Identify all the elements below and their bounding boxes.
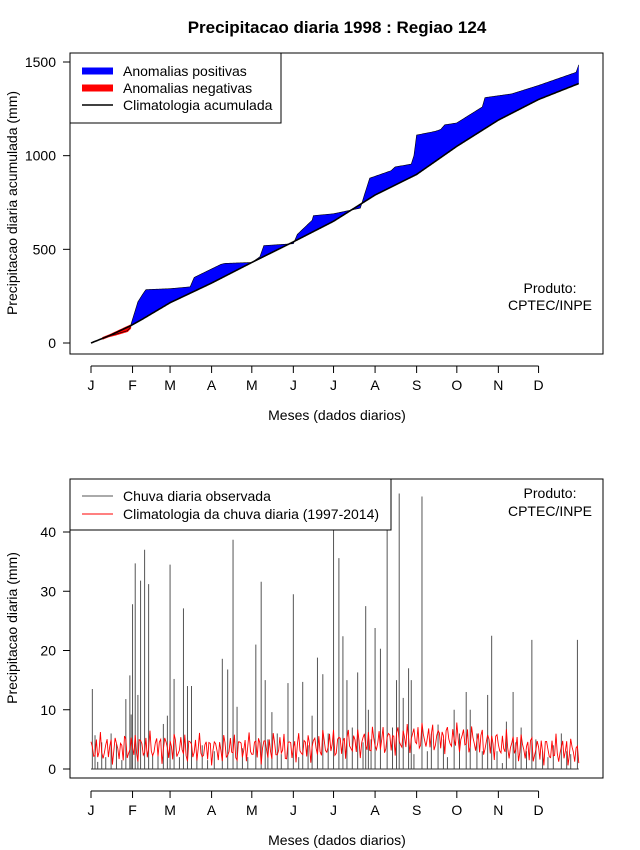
daily-y-tick-label: 10	[40, 702, 56, 718]
daily-legend-box	[69, 478, 392, 531]
daily-annotation-line1: Produto:	[524, 485, 577, 501]
daily-x-tick-label: J	[290, 802, 297, 818]
daily-legend: Chuva diaria observada Climatologia da c…	[69, 478, 392, 531]
legend-label-negative: Anomalias negativas	[123, 80, 252, 96]
cumulative-x-tick-label: J	[290, 377, 297, 393]
daily-x-tick-label: M	[246, 802, 258, 818]
daily-x-tick-label: M	[164, 802, 176, 818]
cumulative-x-tick-label: O	[451, 377, 462, 393]
daily-y-tick-label: 0	[48, 761, 56, 777]
daily-y-tick-label: 40	[40, 524, 56, 540]
cumulative-x-tick-label: S	[412, 377, 421, 393]
cumulative-x-tick-label: N	[493, 377, 503, 393]
daily-climatology-line	[90, 722, 580, 766]
cumulative-y-axis: 0 500 1000 1500	[25, 54, 71, 351]
daily-annotation-line2: CPTEC/INPE	[508, 503, 592, 519]
climatology-cumulative-line	[90, 82, 580, 344]
cumulative-y-tick-label: 0	[48, 335, 56, 351]
cumulative-y-axis-label: Precipitacao diaria acumulada (mm)	[4, 91, 20, 315]
cumulative-x-tick-label: A	[370, 377, 380, 393]
daily-x-tick-label: A	[207, 802, 217, 818]
daily-x-axis-label: Meses (dados diarios)	[268, 832, 406, 848]
daily-plot-area	[90, 493, 580, 770]
legend-label-climatology: Climatologia acumulada	[123, 97, 273, 113]
daily-y-tick-label: 30	[40, 583, 56, 599]
cumulative-x-axis-label: Meses (dados diarios)	[268, 407, 406, 423]
cumulative-x-tick-label: J	[330, 377, 337, 393]
cumulative-x-tick-label: J	[88, 377, 95, 393]
cumulative-x-tick-label: A	[207, 377, 217, 393]
cumulative-x-tick-label: D	[533, 377, 543, 393]
daily-x-tick-label: J	[330, 802, 337, 818]
cumulative-y-tick-label: 1500	[25, 54, 56, 70]
cumulative-annotation-line2: CPTEC/INPE	[508, 297, 592, 313]
positive-anomaly-area	[91, 64, 579, 344]
daily-y-axis: 0 10 20 30 40	[40, 524, 71, 777]
daily-x-tick-label: A	[370, 802, 380, 818]
daily-x-tick-label: D	[533, 802, 543, 818]
legend-label-positive: Anomalias positivas	[123, 63, 247, 79]
daily-y-axis-label: Precipitacao diaria (mm)	[4, 552, 20, 704]
daily-x-tick-label: F	[128, 802, 137, 818]
daily-x-tick-label: S	[412, 802, 421, 818]
chart-title: Precipitacao diaria 1998 : Regiao 124	[188, 18, 487, 37]
daily-y-tick-label: 20	[40, 643, 56, 659]
cumulative-x-tick-label: M	[164, 377, 176, 393]
cumulative-x-tick-label: F	[128, 377, 137, 393]
cumulative-legend: Anomalias positivas Anomalias negativas …	[69, 52, 282, 124]
legend-label-observed: Chuva diaria observada	[123, 488, 271, 504]
cumulative-y-tick-label: 500	[33, 241, 57, 257]
daily-x-tick-label: N	[493, 802, 503, 818]
daily-x-tick-label: J	[88, 802, 95, 818]
cumulative-annotation-line1: Produto:	[524, 280, 577, 296]
cumulative-plot-area	[90, 64, 580, 344]
legend-label-daily-climatology: Climatologia da chuva diaria (1997-2014)	[123, 506, 379, 522]
cumulative-x-tick-label: M	[246, 377, 258, 393]
daily-x-tick-label: O	[451, 802, 462, 818]
observed-cumulative-line	[90, 64, 580, 344]
cumulative-y-tick-label: 1000	[25, 148, 56, 164]
